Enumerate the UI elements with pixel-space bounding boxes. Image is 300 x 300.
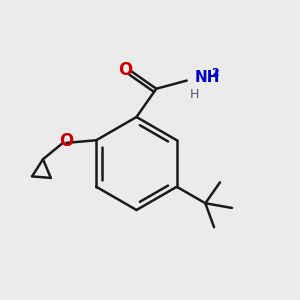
Text: O: O bbox=[59, 132, 74, 150]
Text: O: O bbox=[118, 61, 132, 79]
Text: NH: NH bbox=[194, 70, 220, 85]
Text: 2: 2 bbox=[211, 68, 218, 78]
Text: H: H bbox=[190, 88, 199, 101]
